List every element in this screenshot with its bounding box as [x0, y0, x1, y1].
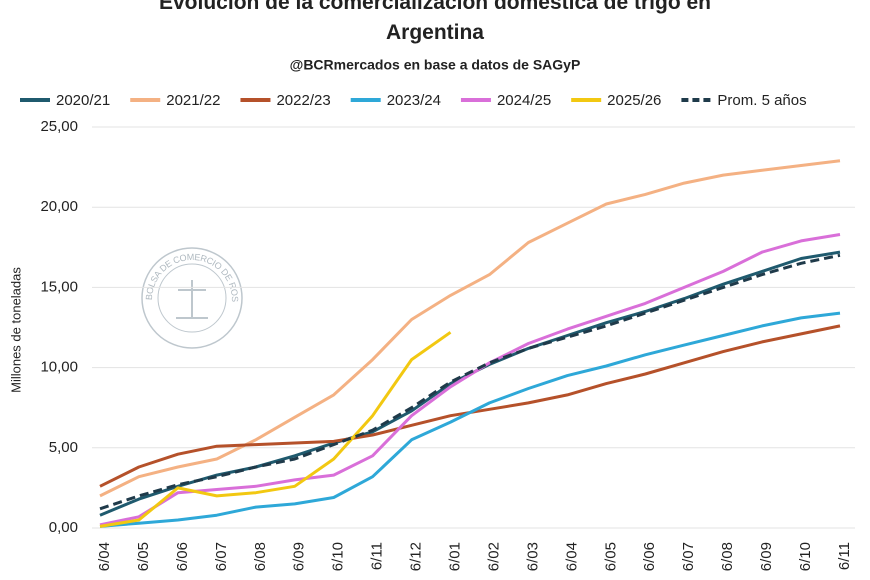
y-tick-label: 5,00	[49, 439, 78, 456]
x-tick-label: 6/10	[330, 542, 347, 571]
legend-label: 2022/23	[276, 92, 330, 109]
x-tick-label: 6/08	[252, 542, 269, 571]
x-tick-label: 6/10	[797, 542, 814, 571]
x-tick-label: 6/09	[758, 542, 775, 571]
x-tick-label: 6/09	[291, 542, 308, 571]
x-tick-label: 6/11	[836, 542, 853, 570]
x-tick-label: 6/04	[563, 542, 580, 571]
x-tick-label: 6/07	[213, 542, 230, 571]
x-tick-label: 6/11	[369, 542, 386, 570]
legend-label: 2025/26	[607, 92, 661, 109]
legend-label: 2020/21	[56, 92, 110, 109]
legend-label: 2024/25	[497, 92, 551, 109]
series-line	[99, 233, 841, 527]
y-tick-label: 15,00	[40, 278, 78, 295]
y-axis-label: Millones de toneladas	[8, 267, 23, 393]
x-tick-label: 6/06	[174, 542, 191, 571]
y-tick-label: 0,00	[49, 519, 78, 536]
series-line	[99, 159, 841, 498]
logo-ring	[141, 247, 243, 349]
series-line	[99, 331, 452, 528]
x-tick-label: 6/04	[96, 542, 113, 571]
series-line	[99, 311, 841, 528]
series-line	[99, 250, 841, 517]
series-line	[99, 324, 841, 488]
series-line	[99, 253, 841, 511]
x-tick-label: 6/08	[719, 542, 736, 571]
chart-title: Evolución de la comercialización domésti…	[159, 0, 711, 44]
logo-ring	[157, 263, 227, 333]
x-tick-label: 6/02	[485, 542, 502, 571]
legend-label: 2023/24	[387, 92, 441, 109]
x-tick-label: 6/05	[135, 542, 152, 571]
x-tick-label: 6/01	[446, 542, 463, 571]
y-tick-label: 20,00	[40, 198, 78, 215]
logo-icon	[176, 280, 208, 319]
x-tick-label: 6/12	[408, 542, 425, 571]
x-tick-label: 6/06	[641, 542, 658, 571]
legend-label: 2021/22	[166, 92, 220, 109]
x-tick-label: 6/07	[680, 542, 697, 571]
x-tick-label: 6/05	[602, 542, 619, 571]
chart-subtitle: @BCRmercados en base a datos de SAGyP	[290, 57, 581, 73]
watermark: BOLSA DE COMERCIO DE ROSARIO	[0, 0, 243, 349]
y-tick-label: 25,00	[40, 118, 78, 135]
x-tick-label: 6/03	[524, 542, 541, 571]
legend-label: Prom. 5 años	[717, 92, 806, 109]
y-tick-label: 10,00	[40, 359, 78, 376]
